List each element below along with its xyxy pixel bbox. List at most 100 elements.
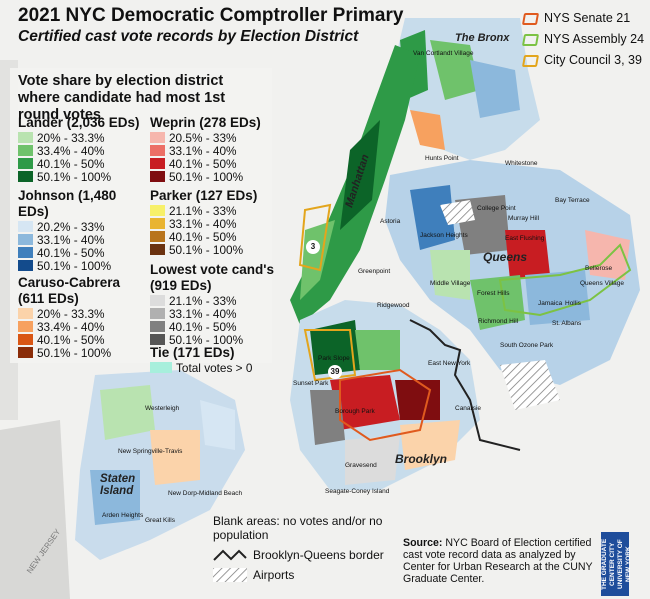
range: 20.5% - 33% [169,130,237,145]
council-district-badge: 39 [328,365,342,379]
senate-21-outline [339,368,432,442]
neighborhood-label: Murray Hill [508,215,540,222]
neighborhood-label: Forest Hills [477,290,510,297]
border-legend-item: Brooklyn-Queens border [213,548,384,562]
graduate-center-logo: THE GRADUATE CENTER CITY UNIVERSITY OF N… [601,532,632,596]
range: Total votes > 0 [176,360,253,375]
assembly-24-outline [498,243,632,317]
neighborhood-label: Greenpoint [358,268,391,275]
legend-group-title: Lowest vote cand's (919 EDs) [150,262,274,293]
swatch [150,205,165,216]
borough-label: The Bronx [455,32,510,44]
overlay-label: City Council 3, 39 [544,53,642,67]
airport-hatch-icon [213,568,247,582]
legend-item: 40.1% - 50% [18,245,138,260]
legend-group-title: Parker (127 EDs) [150,188,258,203]
swatch [150,244,165,255]
swatch [18,158,33,169]
overlay-council: City Council 3, 39 [521,50,644,71]
jfk-airport [500,360,560,410]
neighborhood-label: St. Albans [552,320,582,327]
range: 33.4% - 40% [37,319,105,334]
legend-item: 40.1% - 50% [150,230,257,244]
range: 40.1% - 50% [37,245,105,260]
swatch [150,231,165,242]
legend-group-title: Tie (171 EDs) [150,345,235,360]
swatch [150,218,165,229]
senate-21-swatch [521,12,540,25]
legend-item: 33.1% - 40% [150,306,275,321]
legend-item: 50.1% - 100% [150,170,261,184]
legend-item: 50.1% - 100% [18,170,140,184]
swatch [150,132,165,143]
legend-group-tie: Tie (171 EDs) Total votes > 0 [150,345,253,375]
border-label: Brooklyn-Queens border [253,548,384,562]
neighborhood-label: Hollis [565,300,581,307]
overlay-label: NYS Senate 21 [544,11,631,25]
neighborhood-label: Van Cortlandt Village [413,50,474,57]
neighborhood-label: Whitestone [505,160,538,167]
laguardia-airport [440,200,475,225]
borough-label: Staten Island [100,473,136,497]
swatch [150,145,165,156]
neighborhood-label: Bellerose [585,265,613,272]
range: 40.1% - 50% [169,319,237,334]
swatch [18,347,33,358]
neighborhood-label: Hunts Point [425,155,459,162]
source-bold: Source: [403,537,443,549]
overlay-legend: NYS Senate 21 NYS Assembly 24 City Counc… [521,8,645,71]
legend-heading: Vote share by election district where ca… [18,73,226,123]
council-39-outline [303,329,357,382]
swatch [18,145,33,156]
neighborhood-label: Arden Heights [102,512,144,519]
legend-group-parker: Parker (127 EDs) 21.1% - 33% 33.1% - 40%… [150,188,258,257]
range: 21.1% - 33% [169,203,237,218]
legend-item: 20% - 33.3% [18,306,143,321]
swatch [150,362,172,373]
legend-item: 50.1% - 100% [150,243,257,257]
legend-item: 50.1% - 100% [150,333,275,347]
overlay-label: NYS Assembly 24 [544,32,645,46]
neighborhood-label: Jackson Heights [420,232,468,239]
swatch [18,334,33,345]
neighborhood-label: Seagate-Coney Island [325,488,390,495]
legend-item: 50.1% - 100% [18,259,138,273]
legend-item: 50.1% - 100% [18,346,143,360]
legend-item: 20.2% - 33% [18,219,138,234]
assembly-24-swatch [521,33,540,46]
neighborhood-label: New Dorp-Midland Beach [168,490,243,497]
legend-item: 33.4% - 40% [18,144,140,158]
map-title: 2021 NYC Democratic Comptroller Primary [18,5,404,26]
airports-legend-item: Airports [213,568,384,582]
overlay-assembly-24: NYS Assembly 24 [521,29,645,50]
legend-item: 21.1% - 33% [150,203,257,218]
range: 40.1% - 50% [37,332,105,347]
range: 33.1% - 40% [169,306,237,321]
swatch [150,334,165,345]
swatch [18,260,33,271]
neighborhood-label: Canarsie [455,405,482,412]
range: 20.2% - 33% [37,219,105,234]
neighborhood-label: College Point [477,205,516,212]
legend-group-weprin: Weprin (278 EDs) 20.5% - 33% 33.1% - 40%… [150,115,261,184]
legend-item: 33.1% - 40% [150,217,257,231]
legend-item: 33.1% - 40% [18,232,138,247]
legend-item: 20.5% - 33% [150,130,261,145]
legend-group-title: Weprin (278 EDs) [150,115,261,130]
legend-item: 21.1% - 33% [150,293,275,308]
range: 20% - 33.3% [37,306,105,321]
border-line-icon [213,549,247,561]
swatch [18,308,33,319]
legend-item: Total votes > 0 [150,360,253,375]
range: 21.1% - 33% [169,293,237,308]
legend-item: 20% - 33.3% [18,130,140,145]
neighborhood-label: East New York [428,360,471,367]
swatch [150,171,165,182]
neighborhood-label: Bay Terrace [555,197,590,204]
neighborhood-label: New Springville-Travis [118,448,183,455]
neighborhood-label: Westerleigh [145,405,180,412]
legend-group-lowest: Lowest vote cand's (919 EDs) 21.1% - 33%… [150,262,275,347]
range: 20% - 33.3% [37,130,105,145]
range: 33.1% - 40% [37,232,105,247]
